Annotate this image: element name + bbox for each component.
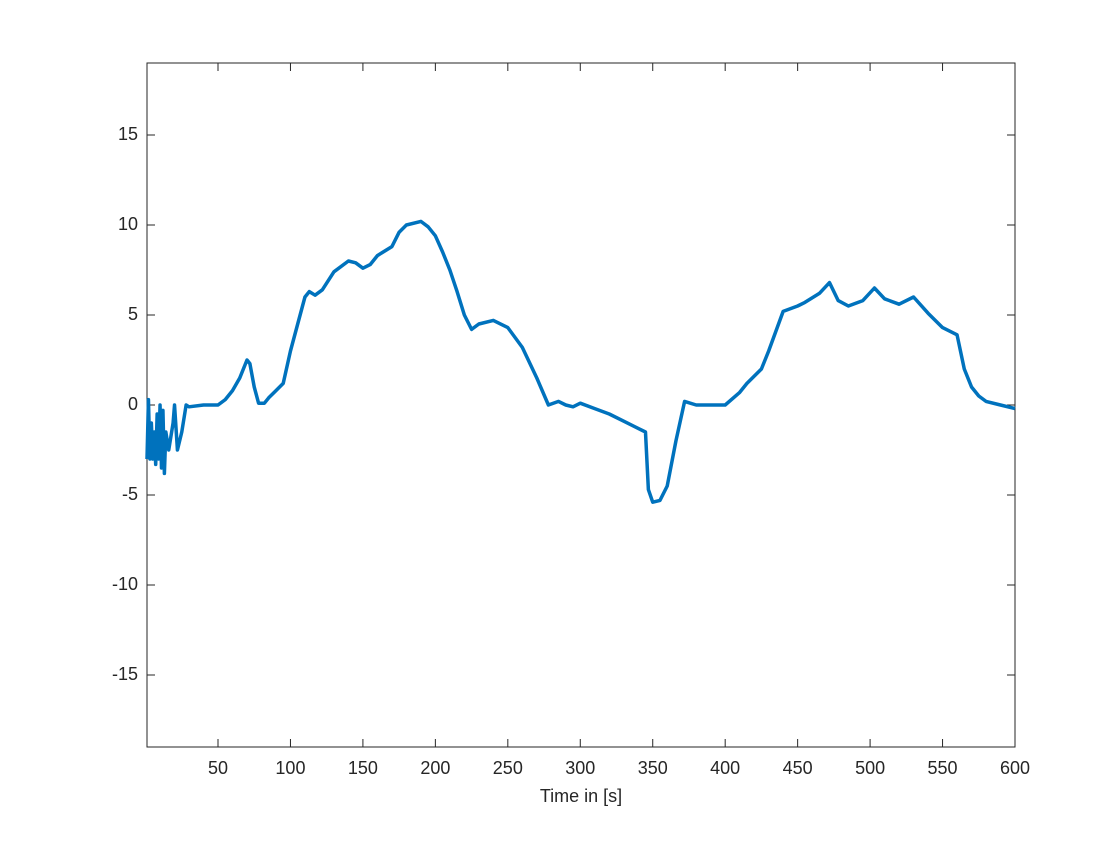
x-axis-label: Time in [s]	[540, 786, 622, 806]
data-line	[145, 219, 1016, 504]
y-tick-label: 15	[118, 124, 138, 144]
x-tick-label: 550	[928, 758, 958, 778]
x-tick-label: 100	[275, 758, 305, 778]
x-tick-label: 50	[208, 758, 228, 778]
x-tick-label: 300	[565, 758, 595, 778]
x-tick-label: 450	[783, 758, 813, 778]
x-tick-label: 350	[638, 758, 668, 778]
y-tick-label: -15	[112, 664, 138, 684]
x-tick-label: 200	[420, 758, 450, 778]
y-tick-label: -5	[122, 484, 138, 504]
y-tick-label: 5	[128, 304, 138, 324]
x-tick-label: 500	[855, 758, 885, 778]
y-tick-label: -10	[112, 574, 138, 594]
x-tick-label: 150	[348, 758, 378, 778]
x-tick-label: 600	[1000, 758, 1030, 778]
y-tick-label: 0	[128, 394, 138, 414]
x-tick-label: 400	[710, 758, 740, 778]
x-tick-label: 250	[493, 758, 523, 778]
y-tick-label: 10	[118, 214, 138, 234]
